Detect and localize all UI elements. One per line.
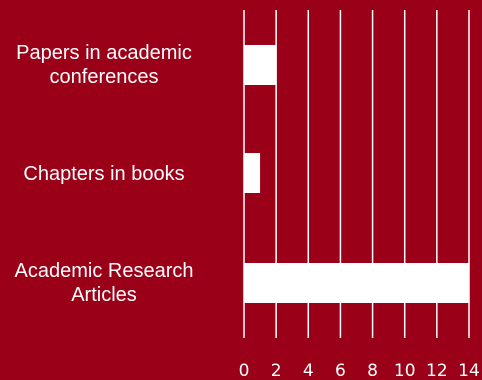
x-tick-label-12: 12 [426, 361, 448, 380]
x-tick-label-14: 14 [458, 361, 480, 380]
x-tick-label-10: 10 [394, 361, 416, 380]
x-axis-ticks: 0 2 4 6 8 10 12 14 [239, 361, 480, 380]
x-tick-label-8: 8 [367, 361, 378, 380]
bar-2 [244, 263, 469, 303]
bar-1 [244, 153, 261, 193]
x-tick-label-0: 0 [239, 361, 250, 380]
bars [244, 45, 469, 303]
category-label-chapters-in-books: Chapters in books [23, 163, 185, 185]
category-label-papers-in-academic-conferences: Papers in academic conferences [16, 42, 192, 88]
bar-0 [244, 45, 277, 85]
x-tick-label-4: 4 [303, 361, 314, 380]
x-tick-label-6: 6 [335, 361, 346, 380]
x-tick-label-2: 2 [271, 361, 282, 380]
category-label-academic-research-articles: Academic Research Articles [14, 260, 194, 306]
